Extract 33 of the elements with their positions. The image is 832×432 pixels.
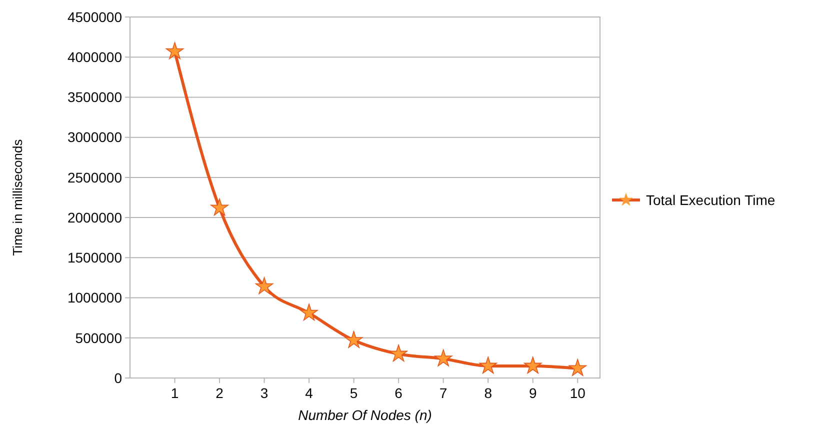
x-tick-label: 2 <box>216 385 224 401</box>
y-tick-label: 1500000 <box>67 250 122 266</box>
point <box>344 330 363 348</box>
y-tick-label: 4000000 <box>67 49 122 66</box>
y-tick-label: 500000 <box>75 330 122 346</box>
y-tick-label: 1000000 <box>67 290 122 306</box>
point <box>479 356 498 374</box>
y-tick-label: 2500000 <box>67 169 122 186</box>
point <box>255 277 274 294</box>
point <box>390 344 408 362</box>
point <box>568 359 587 376</box>
x-tick-label: 6 <box>394 385 403 401</box>
point <box>434 349 452 366</box>
point <box>210 198 228 216</box>
y-tick-label: 3500000 <box>67 89 122 106</box>
y-tick-label: 4500000 <box>67 8 122 25</box>
point <box>166 42 184 60</box>
x-tick-label: 5 <box>350 385 358 401</box>
x-axis-title: Number Of Nodes (n) <box>298 407 432 423</box>
x-tick-label: 8 <box>484 385 492 401</box>
y-tick-label: 0 <box>114 370 122 386</box>
y-tick-label: 2000000 <box>67 209 122 226</box>
point <box>524 356 542 374</box>
x-tick-label: 10 <box>570 385 586 401</box>
x-tick-label: 4 <box>305 385 314 401</box>
x-tick-label: 3 <box>260 385 268 401</box>
x-tick-label: 9 <box>528 385 537 401</box>
legend-label: Total Execution Time <box>646 192 776 208</box>
x-tick-label: 1 <box>170 385 179 401</box>
x-tick-label: 7 <box>439 385 448 401</box>
point <box>300 304 318 321</box>
y-axis-title: Time in milliseconds <box>10 138 25 256</box>
y-tick-label: 3000000 <box>67 129 122 146</box>
